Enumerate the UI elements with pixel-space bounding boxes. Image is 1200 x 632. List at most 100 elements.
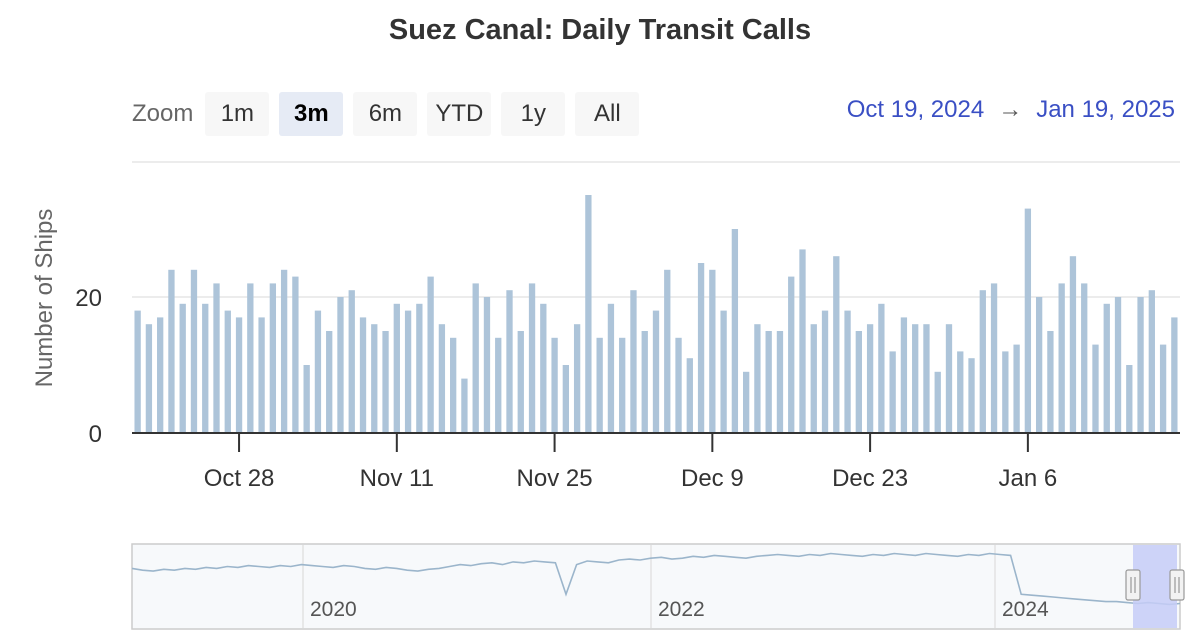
- bar[interactable]: [1148, 290, 1155, 433]
- bar[interactable]: [280, 269, 288, 433]
- bar[interactable]: [821, 310, 829, 433]
- bar[interactable]: [551, 337, 558, 433]
- zoom-1y-button[interactable]: 1y: [501, 92, 566, 136]
- bar[interactable]: [934, 371, 941, 433]
- bar[interactable]: [844, 310, 851, 433]
- bar[interactable]: [427, 276, 434, 433]
- bar[interactable]: [190, 269, 198, 433]
- navigator-right-handle[interactable]: [1169, 569, 1185, 601]
- bar[interactable]: [675, 337, 682, 433]
- bar[interactable]: [269, 283, 277, 433]
- bar[interactable]: [359, 317, 367, 433]
- bar[interactable]: [337, 297, 344, 433]
- bar[interactable]: [1114, 297, 1122, 433]
- bar[interactable]: [292, 276, 299, 433]
- bar[interactable]: [562, 365, 569, 433]
- bar[interactable]: [1092, 344, 1099, 433]
- bar[interactable]: [134, 310, 141, 433]
- bar[interactable]: [213, 283, 220, 433]
- bar[interactable]: [314, 310, 322, 433]
- bar[interactable]: [607, 303, 615, 433]
- navigator-left-handle-body[interactable]: [1125, 569, 1141, 601]
- bar[interactable]: [697, 263, 705, 433]
- bar[interactable]: [247, 283, 254, 433]
- bar[interactable]: [1081, 283, 1088, 433]
- bar[interactable]: [1058, 283, 1065, 433]
- bar[interactable]: [968, 358, 975, 433]
- bar[interactable]: [1069, 256, 1077, 433]
- navigator[interactable]: 2020 2022 2024: [131, 543, 1185, 630]
- bar[interactable]: [585, 195, 592, 433]
- bar[interactable]: [382, 331, 389, 433]
- bar[interactable]: [540, 303, 547, 433]
- bar[interactable]: [1126, 365, 1133, 433]
- bar[interactable]: [900, 317, 908, 433]
- bar[interactable]: [1159, 344, 1167, 433]
- bar[interactable]: [573, 324, 581, 433]
- bar[interactable]: [461, 378, 468, 433]
- bar[interactable]: [258, 317, 265, 433]
- bar[interactable]: [168, 269, 175, 433]
- bar[interactable]: [1002, 351, 1009, 433]
- bar[interactable]: [179, 303, 186, 433]
- bar[interactable]: [348, 290, 355, 433]
- bar[interactable]: [957, 351, 964, 433]
- bar[interactable]: [990, 283, 998, 433]
- bar[interactable]: [404, 310, 412, 433]
- bar[interactable]: [776, 331, 784, 433]
- bar[interactable]: [483, 297, 491, 433]
- bar[interactable]: [450, 337, 457, 433]
- bar[interactable]: [720, 310, 727, 433]
- navigator-left-handle[interactable]: [1125, 569, 1141, 601]
- range-to-input[interactable]: Jan 19, 2025: [1036, 96, 1175, 123]
- bar[interactable]: [754, 324, 761, 433]
- bar[interactable]: [438, 324, 446, 433]
- bar[interactable]: [619, 337, 626, 433]
- bar[interactable]: [416, 303, 423, 433]
- bar[interactable]: [472, 283, 479, 433]
- bar[interactable]: [303, 365, 310, 433]
- bar[interactable]: [1024, 208, 1032, 433]
- bar[interactable]: [1137, 297, 1144, 433]
- bar[interactable]: [371, 324, 378, 433]
- zoom-all-button[interactable]: All: [575, 92, 640, 136]
- bar[interactable]: [495, 337, 502, 433]
- bar[interactable]: [743, 371, 750, 433]
- bar[interactable]: [528, 283, 536, 433]
- bar[interactable]: [630, 290, 637, 433]
- bar[interactable]: [923, 324, 930, 433]
- bar[interactable]: [202, 303, 209, 433]
- bar[interactable]: [393, 303, 400, 433]
- zoom-ytd-button[interactable]: YTD: [427, 92, 492, 136]
- bar[interactable]: [664, 269, 671, 433]
- bar[interactable]: [145, 324, 153, 433]
- zoom-3m-button[interactable]: 3m: [279, 92, 344, 136]
- bar[interactable]: [945, 324, 953, 433]
- range-from-input[interactable]: Oct 19, 2024: [846, 96, 985, 123]
- bar[interactable]: [709, 269, 716, 433]
- bar[interactable]: [1103, 303, 1110, 433]
- bar[interactable]: [326, 331, 333, 433]
- bar[interactable]: [889, 351, 896, 433]
- bar[interactable]: [833, 256, 840, 433]
- bar[interactable]: [810, 324, 817, 433]
- bar[interactable]: [652, 310, 660, 433]
- bar[interactable]: [855, 331, 862, 433]
- bar[interactable]: [1013, 344, 1020, 433]
- bar[interactable]: [224, 310, 231, 433]
- zoom-1m-button[interactable]: 1m: [205, 92, 270, 136]
- bar[interactable]: [765, 331, 772, 433]
- bar[interactable]: [878, 303, 885, 433]
- bar[interactable]: [731, 229, 739, 433]
- bar[interactable]: [979, 290, 986, 433]
- bar[interactable]: [506, 290, 513, 433]
- bar[interactable]: [641, 331, 648, 433]
- zoom-6m-button[interactable]: 6m: [353, 92, 418, 136]
- bar[interactable]: [686, 358, 693, 433]
- bar[interactable]: [517, 331, 524, 433]
- bar[interactable]: [1171, 317, 1178, 433]
- bar[interactable]: [799, 249, 806, 433]
- bar[interactable]: [788, 276, 795, 433]
- bar[interactable]: [866, 324, 874, 433]
- bar[interactable]: [1035, 297, 1043, 433]
